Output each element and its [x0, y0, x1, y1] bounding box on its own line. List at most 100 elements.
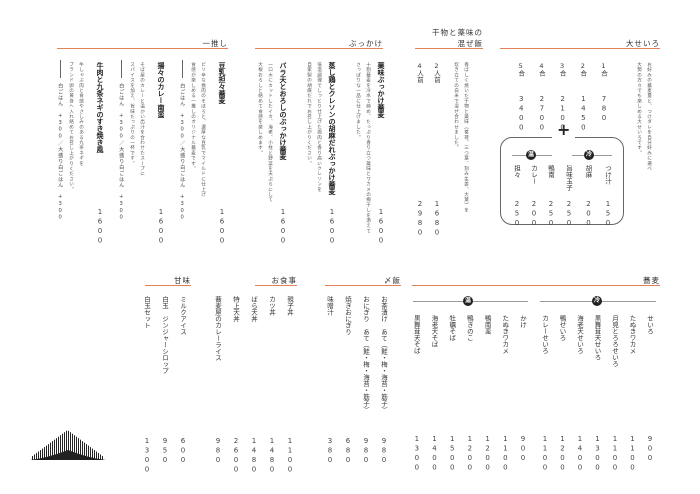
logo-bar: [90, 447, 91, 460]
osusume-item: 揚々のカレー南蛮: [157, 62, 165, 118]
logo-bar: [102, 456, 103, 460]
soba-price: 1200: [558, 435, 567, 473]
soba-price: 1100: [541, 435, 549, 473]
soba-item: かけ: [518, 315, 527, 328]
bukkake-title: ぶっかけ: [349, 39, 383, 48]
bukkake-description: 十割蕎麦を冷水で締め、たっぷり香り立つ薬味とワカメの梅干しを添えて: [365, 62, 371, 234]
shime-item: おにぎり あて（鮭・梅・海苔・筋子）: [361, 296, 370, 413]
bukkake-item: バラ天とおろしのぶっかけ蕎麦: [279, 62, 287, 160]
bukkake-description: 一口大にカットしたイカ、海老、小柱と野菜を天ぷらにして: [267, 62, 273, 203]
sweet-price: 600: [179, 437, 187, 466]
soba-price: 1200: [483, 435, 492, 473]
logo-bar: [32, 456, 33, 460]
shime-rule: [325, 285, 401, 287]
soba-price: 1500: [448, 435, 457, 473]
bukkake-rule: [255, 48, 383, 50]
mazemeshi-price: 2980: [416, 200, 424, 238]
meal-item: 蕎麦屋のカレーライス: [213, 296, 222, 361]
topping-price: 200: [530, 200, 538, 229]
shime-price: 380: [326, 437, 334, 466]
logo-bar: [62, 433, 63, 460]
soba-price: 1400: [576, 435, 584, 473]
oseiro-price: 780: [600, 95, 608, 124]
soba-price: 1300: [593, 435, 602, 473]
logo-bar: [74, 435, 75, 460]
soba-item: 鴨きのこ: [465, 315, 474, 341]
osusume-description: スパイスを加え、旨味たっぷりの一杯です。: [129, 62, 135, 166]
logo-bar: [54, 439, 55, 460]
logo-bar: [86, 444, 87, 460]
logo-bar: [38, 451, 39, 460]
logo-bar: [56, 438, 57, 460]
oseiro-title: 大せいろ: [626, 39, 660, 48]
logo-bar: [64, 432, 65, 460]
logo-bar: [84, 442, 85, 460]
soba-price: 1200: [465, 435, 474, 473]
topping-item: 担々: [512, 165, 521, 178]
logo-bar: [72, 433, 73, 460]
bukkake-price: 1600: [377, 208, 385, 246]
logo-bar: [100, 454, 101, 460]
hot-badge: 温: [526, 150, 536, 160]
logo-bar: [52, 441, 53, 460]
logo-bar: [44, 447, 45, 460]
soba-price: 1300: [412, 435, 421, 473]
oseiro-price: 3400: [517, 95, 526, 133]
shime-price: 980: [362, 437, 370, 466]
mazemeshi-item: 2人前: [432, 62, 441, 83]
sweet-item: 白玉 ジンジャーシロップ: [160, 296, 169, 374]
osusume-price: 1600: [157, 208, 165, 246]
shime-item: お茶漬け あて（鮭・梅・海苔・筋子）: [379, 296, 388, 413]
osusume-description: ピリ辛な挽肉のそぼろと、濃厚な豆乳でマイルドに仕上げ: [200, 62, 206, 198]
mazemeshi-item: 4人前: [415, 62, 424, 83]
oseiro-rule: [500, 48, 660, 50]
bukkake-price: 1600: [328, 208, 336, 246]
meals-title: お食事: [271, 276, 297, 285]
logo-bar: [78, 438, 79, 460]
shime-price: 680: [344, 437, 352, 466]
logo-bar: [98, 453, 99, 460]
logo-bar: [68, 430, 69, 460]
meal-item: カツ丼: [267, 296, 276, 316]
bukkake-description: 大根おろしと絡めて食感を楽しめます。: [257, 62, 263, 156]
bukkake-item: 薬味ぶっかけ蕎麦: [377, 62, 385, 118]
mazemeshi-description: 香ばしく焼いた干物と薬味（茗荷、三つ葉、刻み生姜、大葉）を: [463, 62, 469, 213]
soba-title: 蕎麦: [643, 276, 660, 285]
meal-price: 1480: [250, 437, 258, 475]
oseiro-size: 1合: [599, 62, 608, 77]
logo-bar: [94, 450, 95, 460]
logo-bar: [48, 444, 49, 460]
soba-price: 1400: [430, 435, 439, 473]
soba-item: 鴨せいろ: [558, 315, 566, 341]
meal-item: ばら天丼: [249, 296, 258, 322]
sweet-item: 白玉セット: [142, 296, 151, 329]
logo-bar: [60, 435, 61, 460]
logo-bar: [46, 445, 47, 460]
topping-item: 鴨南: [546, 165, 555, 178]
osusume-price: 1600: [218, 208, 226, 246]
shime-item: 味噌汁: [325, 296, 334, 316]
osusume-description: そば屋のカレーと温かい出汁を合わせたスープに: [139, 62, 145, 177]
soba-item: 牡蠣そば: [447, 315, 456, 341]
oseiro-size: 4合: [537, 62, 546, 77]
mazemeshi-price: 1680: [433, 200, 441, 238]
sweets-title: 甘味: [174, 276, 191, 285]
soba-item: 海老天そば: [430, 315, 438, 348]
osusume-price: 1600: [96, 208, 104, 246]
osusume-description: ブランド卵の黄身へ入れ絡めてお召し上がりください。: [68, 62, 74, 192]
topping-item: つけ汁: [603, 165, 612, 185]
topping-item: 胡麻: [584, 165, 592, 178]
logo-bar: [42, 448, 43, 460]
plus-icon: +: [552, 122, 576, 138]
rice-option: 白ごはん +300／大盛り白ごはん +300: [57, 60, 63, 221]
mazemeshi-title-2: 混ぜ飯: [457, 39, 483, 48]
oseiro-size: 5合: [516, 62, 525, 77]
oseiro-price: 2700: [537, 95, 546, 133]
logo-bar: [40, 450, 41, 460]
topping-price: 250: [565, 200, 573, 229]
osusume-item: 豆乳担々蕎麦: [218, 62, 226, 104]
soba-item: 鴨南蛮: [483, 315, 492, 335]
logo-bar: [76, 436, 77, 460]
soba-item: 月見とろろせいろ: [610, 315, 619, 367]
oseiro-price: 1450: [579, 95, 588, 133]
